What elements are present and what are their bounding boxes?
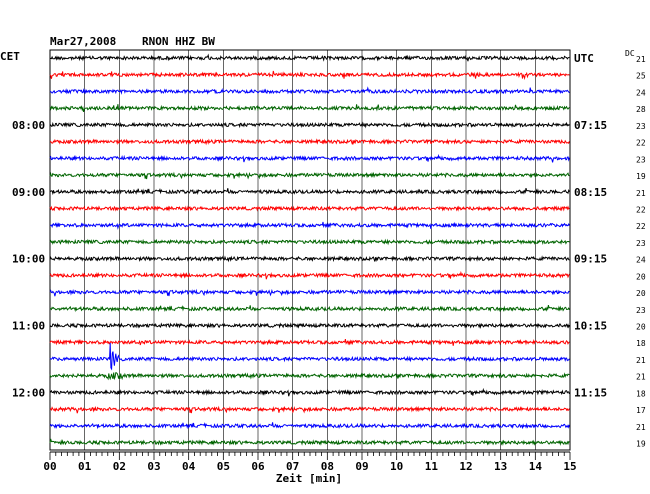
- dc-offset-label: 22: [636, 205, 646, 214]
- dc-offset-label: 17: [636, 406, 646, 415]
- x-tick-label: 00: [43, 460, 56, 473]
- dc-offset-label: 23: [636, 239, 646, 248]
- trace-line: [49, 53, 570, 62]
- x-tick-label: 05: [217, 460, 230, 473]
- chart-station: RNON HHZ BW: [142, 35, 215, 48]
- trace-line: [49, 422, 570, 430]
- dc-offset-label: 21: [636, 373, 646, 382]
- x-axis-title: Zeit [min]: [276, 472, 342, 485]
- x-tick-label: 01: [78, 460, 92, 473]
- trace-line: [49, 205, 570, 212]
- dc-offset-label: 28: [636, 105, 646, 114]
- x-tick-label: 09: [355, 460, 368, 473]
- left-zone-label: CET: [0, 50, 20, 63]
- trace-line: [49, 104, 570, 113]
- trace-line: [49, 187, 570, 196]
- trace-line: [49, 387, 570, 397]
- x-tick-label: 10: [390, 460, 403, 473]
- dc-offset-label: 23: [636, 122, 646, 131]
- trace-line: [49, 70, 570, 81]
- x-tick-label: 13: [494, 460, 507, 473]
- dc-header: DC: [625, 49, 635, 58]
- trace-line: [49, 304, 570, 313]
- x-tick-label: 03: [147, 460, 160, 473]
- dc-offset-label: 25: [636, 72, 646, 81]
- x-tick-label: 07: [286, 460, 299, 473]
- dc-offset-label: 21: [636, 356, 646, 365]
- dc-offset-label: 19: [636, 172, 646, 181]
- trace-line: [49, 270, 570, 280]
- trace-line: [49, 255, 570, 263]
- left-time-label: 08:00: [12, 119, 45, 132]
- dc-offset-label: 22: [636, 222, 646, 231]
- left-time-label: 11:00: [12, 320, 45, 333]
- trace-line: [49, 342, 570, 371]
- trace-line: [49, 221, 570, 230]
- x-tick-label: 15: [563, 460, 576, 473]
- left-time-label: 12:00: [12, 386, 45, 399]
- right-time-label: 11:15: [574, 386, 607, 399]
- dc-offset-label: 18: [636, 339, 646, 348]
- trace-line: [49, 438, 570, 446]
- x-tick-label: 08: [321, 460, 334, 473]
- dc-offset-label: 20: [636, 289, 646, 298]
- dc-offset-label: 18: [636, 389, 646, 398]
- x-tick-label: 04: [182, 460, 196, 473]
- right-time-label: 08:15: [574, 186, 607, 199]
- x-tick-label: 14: [529, 460, 543, 473]
- dc-offset-label: 19: [636, 440, 646, 449]
- right-time-label: 09:15: [574, 253, 607, 266]
- dc-offset-label: 23: [636, 306, 646, 315]
- trace-line: [49, 288, 570, 297]
- x-axis: 00 01 02 03 04 05 06 07 08 09 10 11 12 13 14 15: [43, 451, 577, 473]
- trace-line: [49, 171, 570, 180]
- right-time-label: 07:15: [574, 119, 607, 132]
- dc-offset-label: 24: [636, 88, 646, 97]
- trace-line: [49, 372, 570, 381]
- trace-line: [49, 121, 570, 129]
- trace-line: [49, 238, 570, 246]
- dc-offset-label: 24: [636, 256, 646, 265]
- trace-line: [49, 138, 570, 146]
- right-time-label: 10:15: [574, 320, 607, 333]
- left-time-label: 10:00: [12, 253, 45, 266]
- x-tick-label: 12: [459, 460, 472, 473]
- right-time-label: UTC: [574, 52, 594, 65]
- dc-offset-label: 21: [636, 55, 646, 64]
- x-tick-label: 06: [251, 460, 265, 473]
- left-time-label: 09:00: [12, 186, 45, 199]
- trace-line: [49, 153, 570, 163]
- trace-line: [49, 405, 570, 414]
- dc-offset-label: 20: [636, 323, 646, 332]
- plot-frame: [49, 49, 571, 451]
- dc-offset-label: 22: [636, 139, 646, 148]
- time-grid: [49, 49, 571, 451]
- dc-offset-label: 20: [636, 272, 646, 281]
- x-tick-label: 11: [425, 460, 439, 473]
- dc-offset-label: 21: [636, 189, 646, 198]
- seismic-traces: [49, 53, 570, 446]
- x-tick-label: 02: [113, 460, 126, 473]
- trace-line: [49, 86, 570, 95]
- trace-line: [49, 338, 570, 346]
- time-labels: 08:00 09:00 10:00 11:00 12:00 UTC 07:15 08:15 09…: [12, 52, 646, 449]
- trace-line: [49, 322, 570, 329]
- dc-offset-label: 21: [636, 423, 646, 432]
- chart-date: Mar27,2008: [50, 35, 116, 48]
- dc-offset-label: 23: [636, 155, 646, 164]
